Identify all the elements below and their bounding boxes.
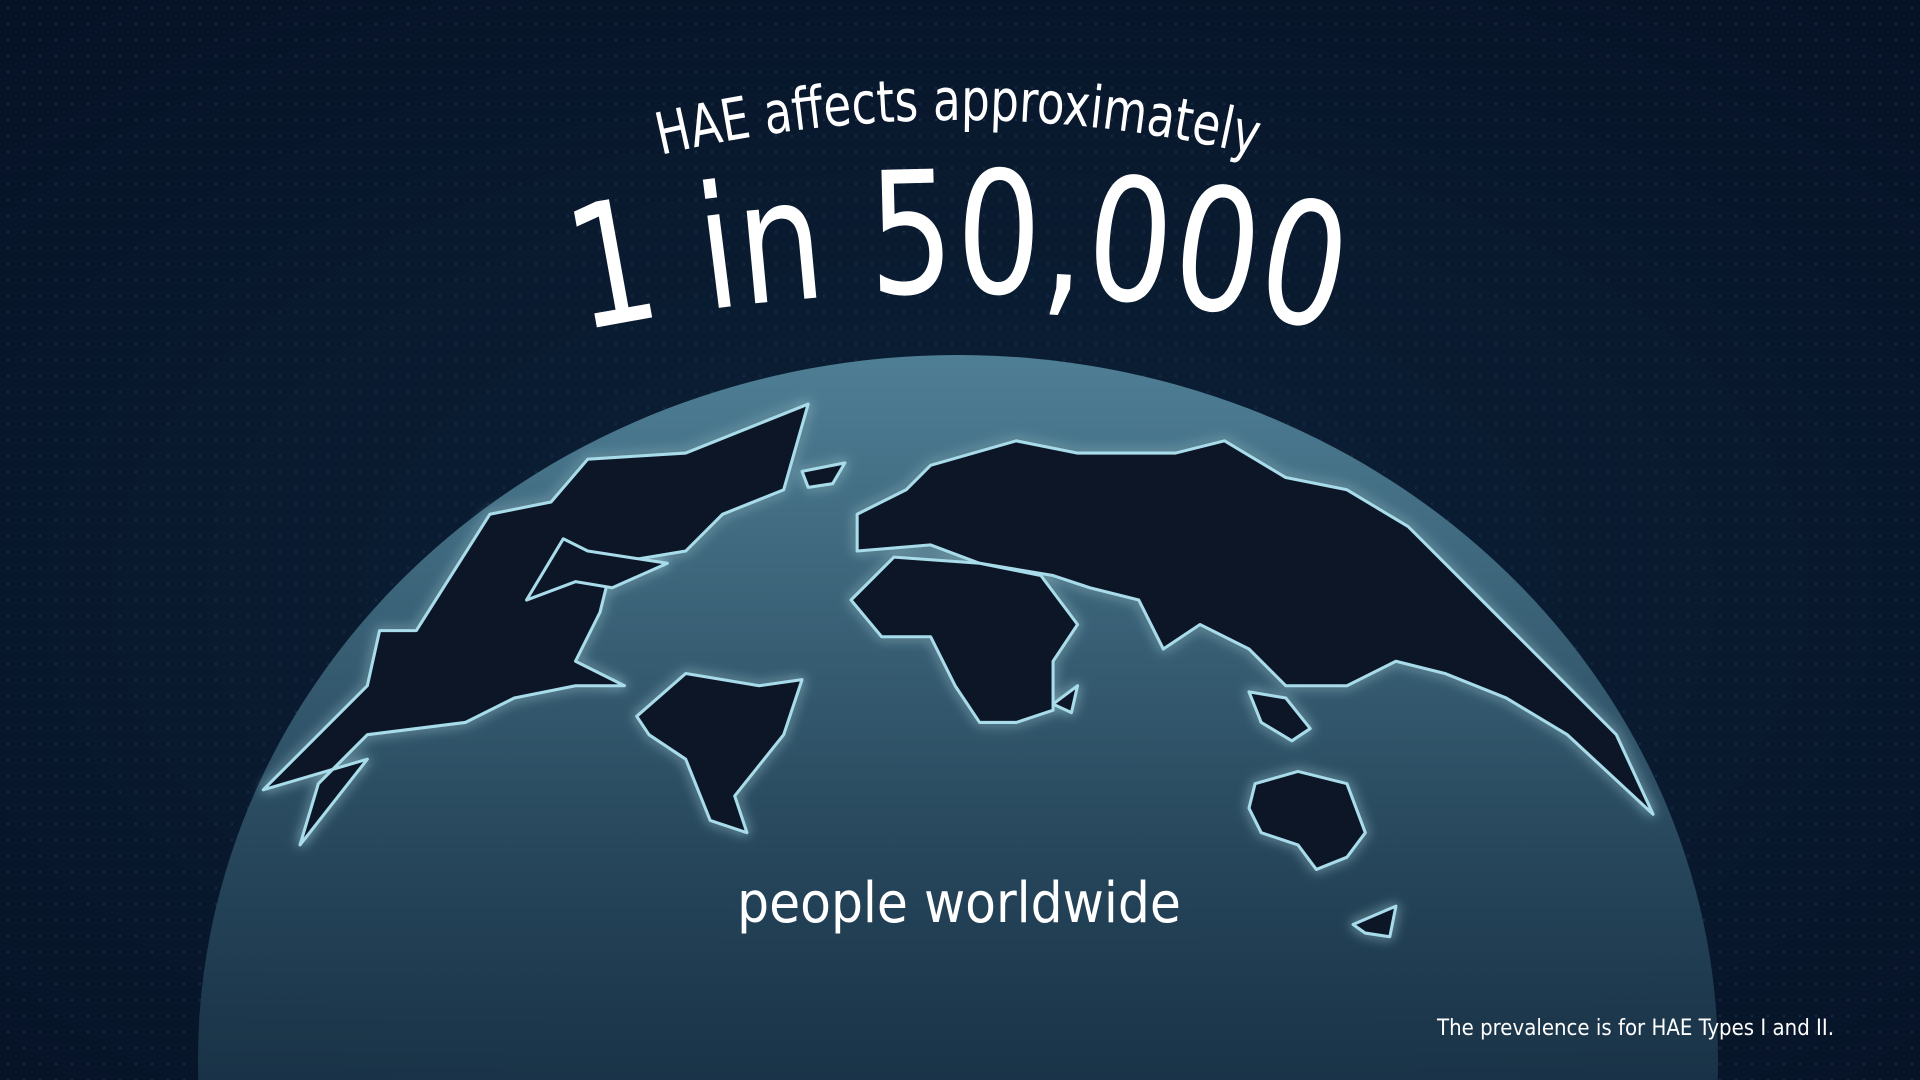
footnote: The prevalence is for HAE Types I and II… [1436, 1016, 1834, 1041]
continents [261, 402, 1655, 939]
iceland [800, 461, 847, 489]
eurasia [855, 439, 1655, 816]
outro-text: people worldwide [737, 871, 1181, 936]
north-america [261, 402, 810, 847]
new-zealand [1351, 904, 1398, 939]
madagascar [1051, 684, 1080, 715]
south-america [635, 671, 804, 835]
greenland-bay [525, 537, 669, 602]
southeast-asia [1247, 690, 1312, 743]
australia [1247, 769, 1367, 871]
africa [849, 555, 1080, 724]
